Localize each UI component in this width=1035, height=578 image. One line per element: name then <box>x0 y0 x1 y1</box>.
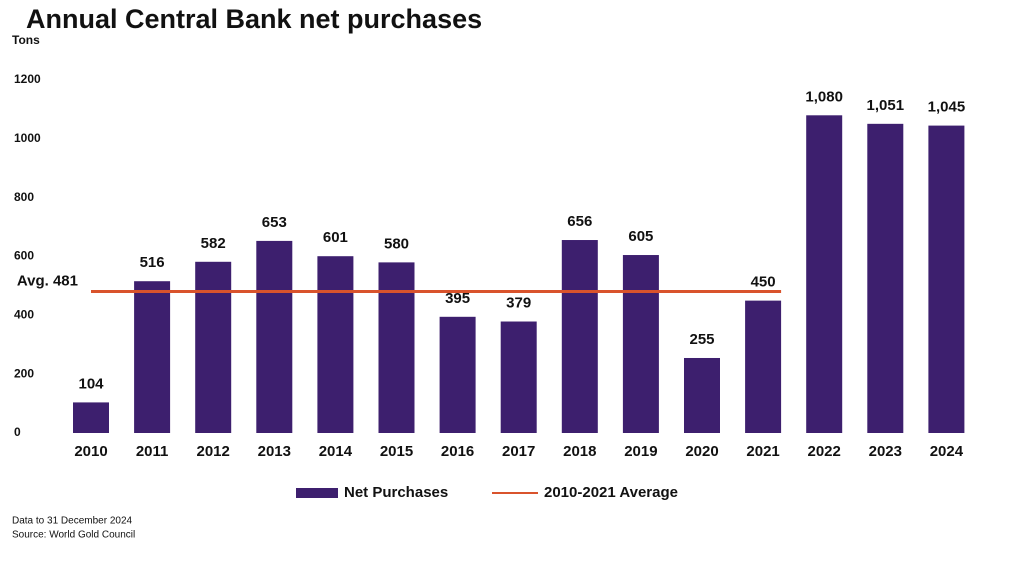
x-tick-label: 2024 <box>930 443 964 460</box>
x-tick-label: 2019 <box>624 443 657 460</box>
bar <box>317 256 354 433</box>
note: Source: World Gold Council <box>12 530 135 541</box>
x-tick-label: 2020 <box>685 443 718 460</box>
x-tick-label: 2014 <box>319 443 353 460</box>
x-tick-label: 2013 <box>258 443 291 460</box>
x-tick-label: 2016 <box>441 443 474 460</box>
x-tick-label: 2023 <box>869 443 902 460</box>
x-tick-label: 2011 <box>136 443 169 460</box>
x-tick-label: 2015 <box>380 443 413 460</box>
value-label: 601 <box>323 229 348 246</box>
value-label: 1,080 <box>805 88 843 105</box>
legend-label: 2010-2021 Average <box>544 484 678 501</box>
value-label: 395 <box>445 290 470 307</box>
bar <box>134 281 171 433</box>
x-tick-label: 2012 <box>197 443 230 460</box>
value-label: 1,051 <box>867 97 905 114</box>
bar <box>561 240 598 433</box>
x-tick-label: 2021 <box>746 443 779 460</box>
y-tick-label: 1000 <box>14 131 41 145</box>
y-tick-label: 200 <box>14 366 34 380</box>
value-label: 255 <box>689 331 714 348</box>
value-label: 450 <box>751 274 776 291</box>
x-tick-label: 2018 <box>563 443 596 460</box>
legend-label: Net Purchases <box>344 484 448 501</box>
y-tick-label: 600 <box>14 249 34 263</box>
y-axis-title: Tons <box>12 33 40 47</box>
x-tick-label: 2022 <box>808 443 841 460</box>
value-label: 653 <box>262 214 287 231</box>
x-tick-label: 2017 <box>502 443 535 460</box>
bar <box>622 255 659 433</box>
note: Data to 31 December 2024 <box>12 516 133 527</box>
value-label: 1,045 <box>928 99 966 116</box>
y-tick-label: 1200 <box>14 72 41 86</box>
value-label: 516 <box>140 254 165 271</box>
bar <box>867 123 904 433</box>
y-tick-label: 400 <box>14 308 34 322</box>
bar <box>806 115 843 434</box>
average-label: Avg. 481 <box>17 272 78 289</box>
bar <box>500 321 537 433</box>
chart-title: Annual Central Bank net purchases <box>26 4 482 34</box>
bar <box>439 316 476 433</box>
value-label: 379 <box>506 294 531 311</box>
value-label: 104 <box>78 375 104 392</box>
value-label: 580 <box>384 235 409 252</box>
value-label: 582 <box>201 235 226 252</box>
bar <box>684 357 720 433</box>
x-tick-label: 2010 <box>74 443 107 460</box>
bar <box>256 240 293 433</box>
bar <box>73 402 109 433</box>
value-label: 605 <box>628 228 653 245</box>
y-tick-label: 0 <box>14 425 21 439</box>
bar <box>195 261 232 433</box>
bar <box>378 262 415 433</box>
bar <box>928 125 965 434</box>
value-label: 656 <box>567 213 592 230</box>
y-tick-label: 800 <box>14 190 34 204</box>
legend-swatch <box>296 488 338 498</box>
bar <box>745 300 782 433</box>
